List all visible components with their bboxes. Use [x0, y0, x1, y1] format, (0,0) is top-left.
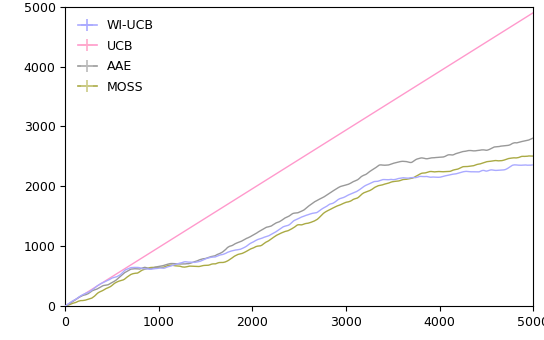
Legend: WI-UCB, UCB, AAE, MOSS: WI-UCB, UCB, AAE, MOSS [71, 13, 160, 100]
